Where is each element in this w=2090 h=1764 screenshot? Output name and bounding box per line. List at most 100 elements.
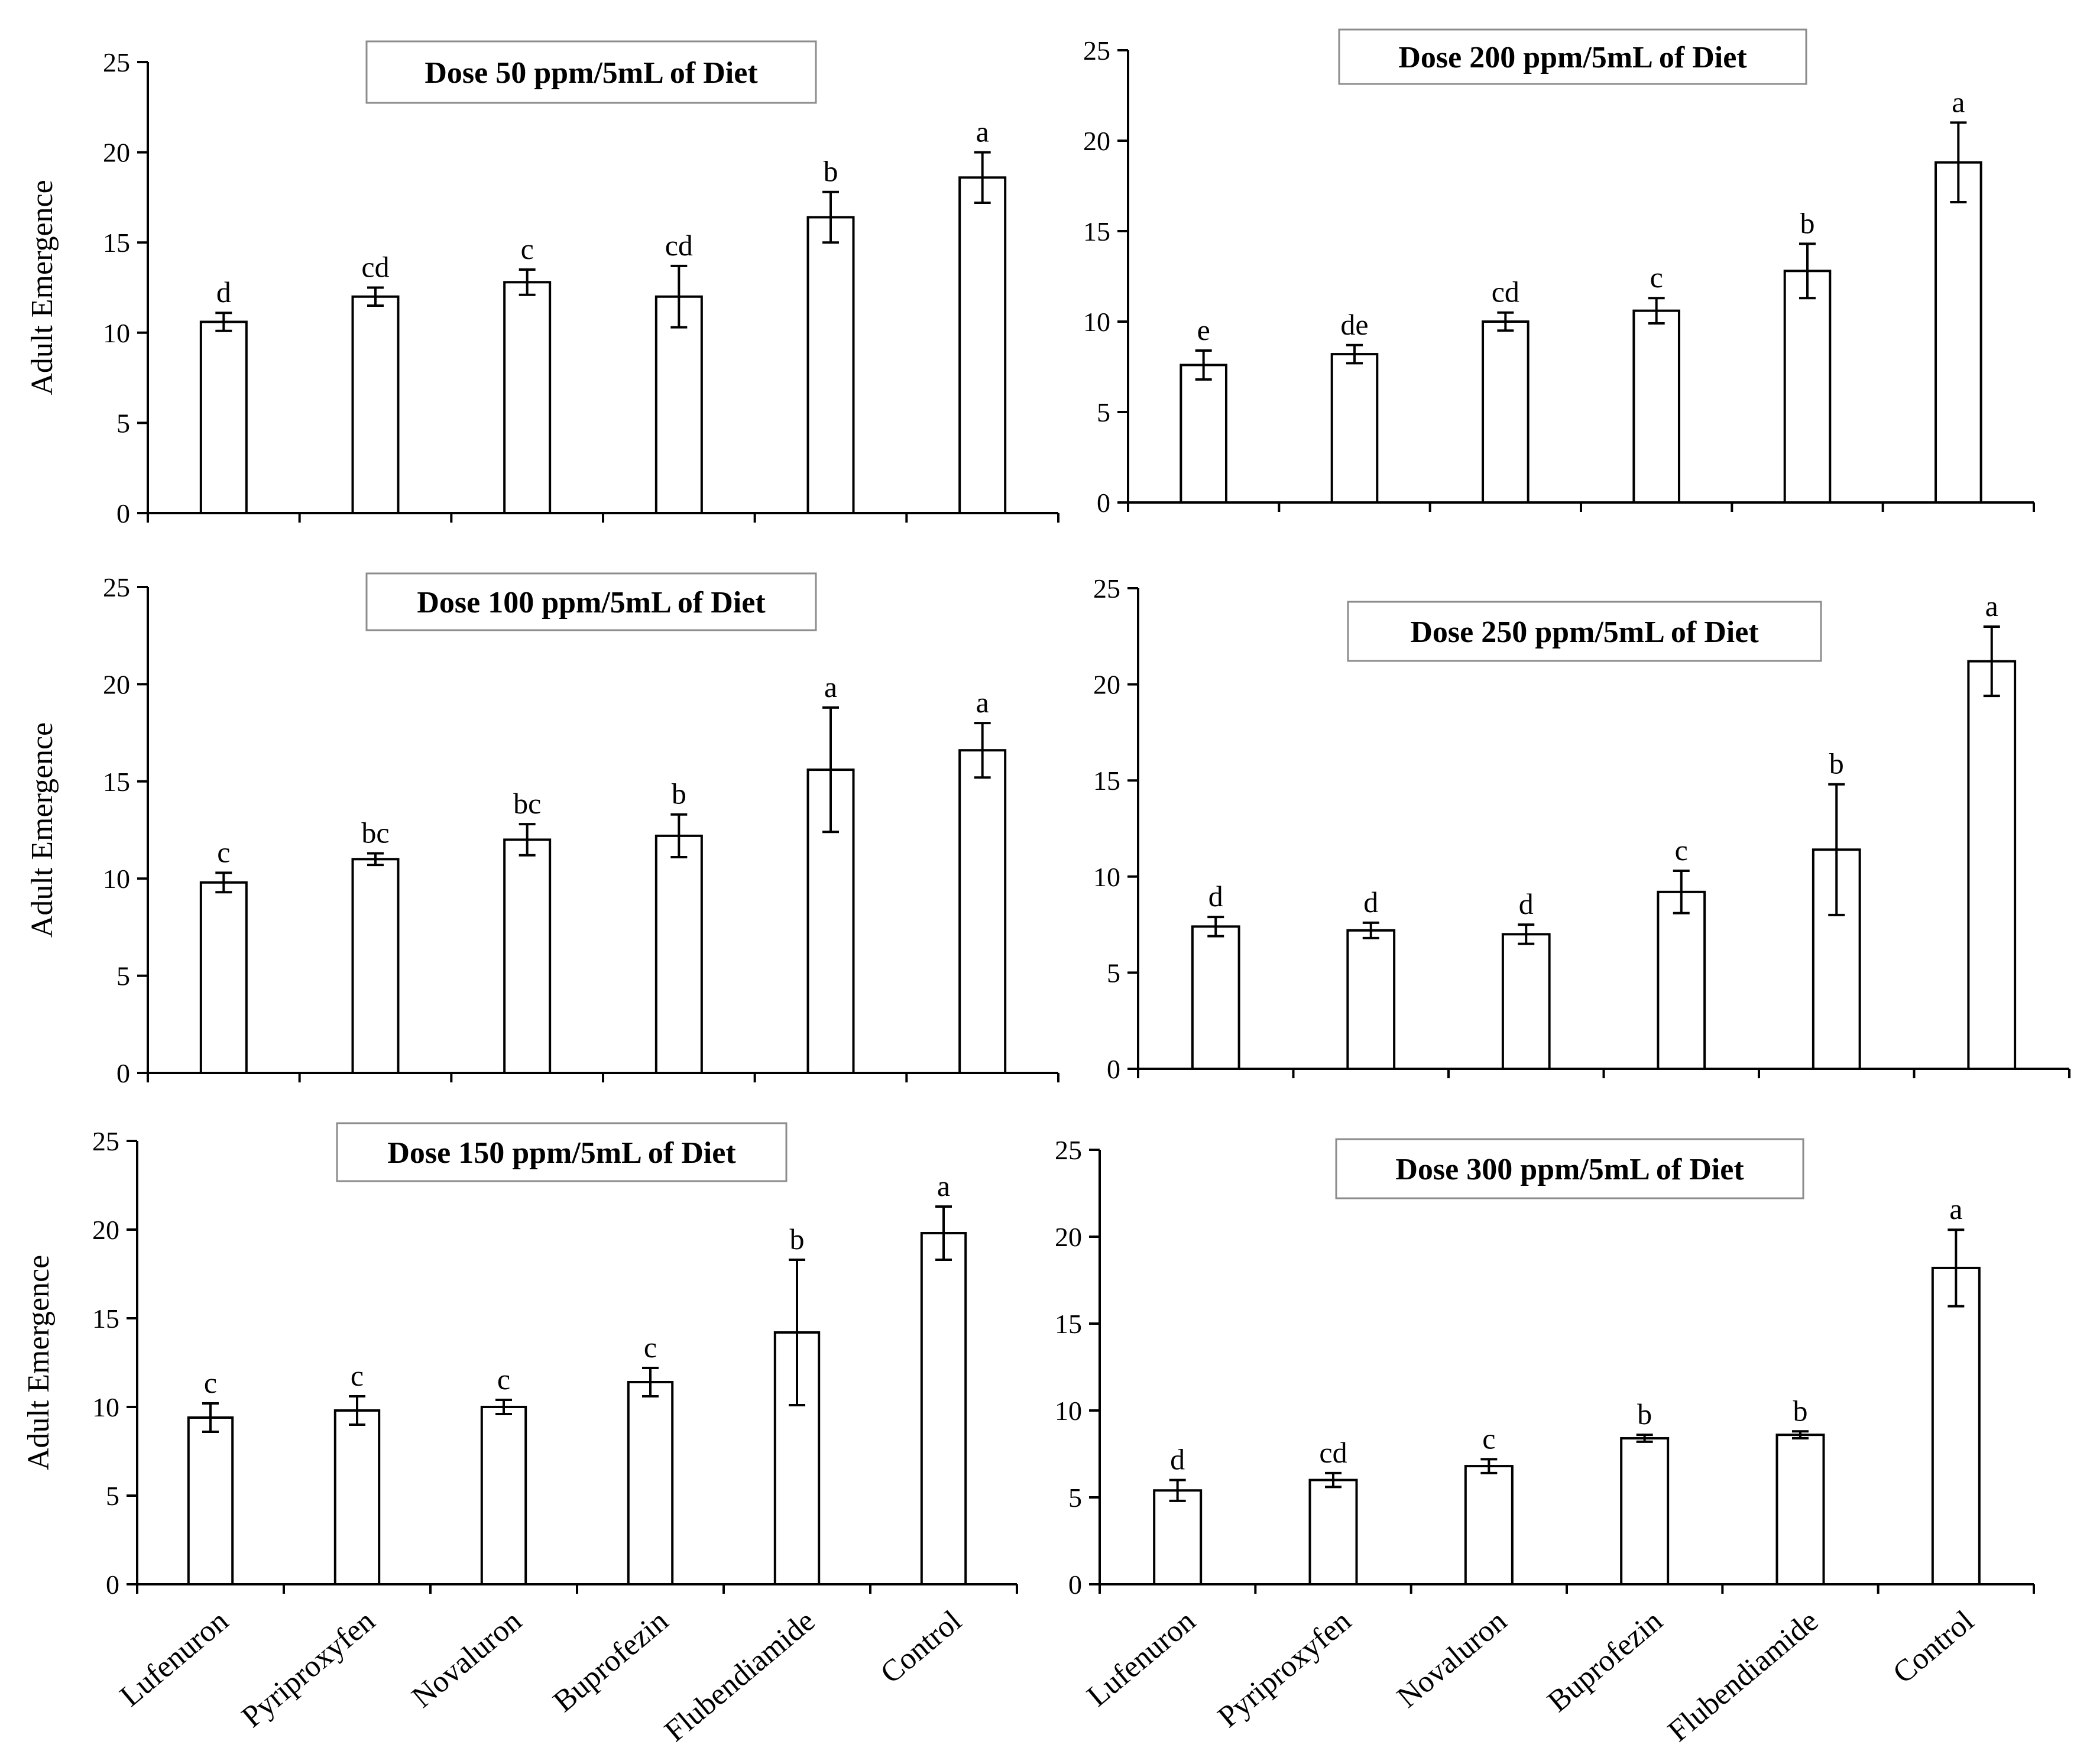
y-tick-label: 10 xyxy=(103,318,130,348)
title-box xyxy=(365,40,817,104)
bar-control xyxy=(1967,660,2017,1071)
bar-buprofezin xyxy=(1632,309,1680,504)
bar-control xyxy=(1931,1266,1981,1585)
significance-letter: a xyxy=(937,1169,950,1202)
y-tick-label: 5 xyxy=(116,408,130,438)
significance-letter: a xyxy=(976,115,989,148)
significance-letter: b xyxy=(1637,1397,1652,1431)
y-tick-label: 25 xyxy=(92,1126,119,1156)
chart-panel-4: 0 5 10 15 20 25 d d d c b a Dose 250 ppm/5mL of Diet xyxy=(1093,573,2070,1084)
significance-letter: de xyxy=(1340,308,1368,341)
y-tick-label: 5 xyxy=(1068,1483,1082,1513)
y-tick-label: 0 xyxy=(1107,1054,1120,1084)
chart-panel-5: 0 5 10 15 20 25 Adult Emergence c Lufenuron c Pyri… xyxy=(22,1122,1018,1749)
significance-letter: c xyxy=(1650,261,1663,294)
y-tick-label: 25 xyxy=(1093,573,1120,604)
y-axis-label: Adult Emergence xyxy=(25,180,59,395)
chart-title: Dose 150 ppm/5mL of Diet xyxy=(336,1122,788,1182)
chart-title: Dose 300 ppm/5mL of Diet xyxy=(1335,1138,1804,1199)
y-tick-label: 15 xyxy=(1093,766,1120,796)
y-tick-label: 25 xyxy=(1055,1135,1082,1165)
y-tick-label: 0 xyxy=(1068,1570,1082,1600)
significance-letter: cd xyxy=(1492,275,1519,309)
x-category-label: Control xyxy=(1887,1604,1980,1690)
y-tick-label: 10 xyxy=(103,864,130,894)
y-tick-label: 10 xyxy=(1055,1396,1082,1426)
y-axis-label: Adult Emergence xyxy=(25,722,59,938)
bar-control xyxy=(958,176,1007,514)
bar-lufenuron xyxy=(199,320,248,514)
bar-pyriproxyfen xyxy=(1346,929,1396,1070)
significance-letter: c xyxy=(1675,834,1688,867)
bar-novaluron xyxy=(1464,1465,1514,1586)
y-tick-label: 15 xyxy=(103,228,130,258)
title-box xyxy=(365,572,817,631)
significance-letter: c xyxy=(351,1359,364,1392)
significance-letter: b xyxy=(1829,747,1844,780)
bar-novaluron xyxy=(1501,933,1551,1070)
y-tick-label: 15 xyxy=(1055,1309,1082,1339)
x-category-label: Lufenuron xyxy=(114,1604,235,1713)
title-box xyxy=(1335,1138,1804,1199)
bar-lufenuron xyxy=(1180,364,1227,504)
y-tick-label: 5 xyxy=(1107,958,1120,988)
chart-title: Dose 100 ppm/5mL of Diet xyxy=(365,572,817,631)
x-category-label: Control xyxy=(874,1604,968,1690)
y-tick-label: 15 xyxy=(103,767,130,797)
bar-buprofezin xyxy=(654,295,703,514)
bar-novaluron xyxy=(503,838,552,1074)
title-box xyxy=(336,1122,788,1182)
bar-control xyxy=(1935,161,1982,504)
significance-letter: bc xyxy=(361,816,389,849)
significance-letter: a xyxy=(1949,1192,1962,1225)
x-category-label: Flubendiamide xyxy=(1662,1604,1825,1748)
x-category-label: Pyriproxyfen xyxy=(235,1604,381,1734)
chart-title: Dose 250 ppm/5mL of Diet xyxy=(1347,601,1822,662)
y-tick-label: 5 xyxy=(1097,397,1110,427)
y-axis-label: Adult Emergence xyxy=(22,1255,56,1470)
bar-lufenuron xyxy=(1153,1489,1203,1585)
bar-flubendiamide xyxy=(1775,1434,1825,1585)
significance-letter: a xyxy=(976,686,989,719)
y-tick-label: 20 xyxy=(103,138,130,168)
bar-lufenuron xyxy=(1191,925,1240,1071)
bar-lufenuron xyxy=(187,1416,234,1585)
significance-letter: b xyxy=(824,155,838,188)
y-tick-label: 10 xyxy=(1093,862,1120,892)
bar-pyriproxyfen xyxy=(351,858,400,1074)
significance-letter: d xyxy=(216,275,231,309)
bar-pyriproxyfen xyxy=(1330,353,1379,504)
significance-letter: a xyxy=(1985,589,1998,622)
significance-letter: a xyxy=(824,670,837,703)
significance-letter: c xyxy=(644,1331,657,1364)
chart-panel-6: 0 5 10 15 20 25 d Lufenuron cd Pyriproxyfen c Noval… xyxy=(1055,1135,2035,1749)
significance-letter: c xyxy=(204,1366,217,1399)
title-box xyxy=(1338,28,1807,85)
x-category-label: Pyriproxyfen xyxy=(1211,1604,1357,1734)
bar-novaluron xyxy=(480,1406,527,1585)
title-text: Dose 300 ppm/5mL of Diet xyxy=(1395,1153,1744,1186)
bar-novaluron xyxy=(503,281,552,514)
significance-letter: d xyxy=(1519,887,1534,920)
x-category-label: Lufenuron xyxy=(1081,1604,1202,1713)
x-category-label: Novaluron xyxy=(1391,1604,1513,1714)
y-tick-label: 10 xyxy=(1083,307,1110,337)
y-tick-label: 25 xyxy=(103,572,130,602)
title-text: Dose 100 ppm/5mL of Diet xyxy=(417,586,766,620)
bar-flubendiamide xyxy=(1783,270,1832,504)
bar-flubendiamide xyxy=(806,216,855,514)
chart-title: Dose 50 ppm/5mL of Diet xyxy=(365,40,817,104)
title-box xyxy=(1347,601,1822,662)
significance-letter: cd xyxy=(665,229,693,262)
bar-buprofezin xyxy=(627,1381,674,1585)
significance-letter: c xyxy=(497,1363,510,1396)
y-tick-label: 0 xyxy=(116,498,130,528)
significance-letter: b xyxy=(1800,206,1815,239)
significance-letter: b xyxy=(672,777,686,810)
bar-control xyxy=(958,749,1007,1074)
significance-letter: cd xyxy=(1319,1436,1347,1469)
y-tick-label: 20 xyxy=(1093,670,1120,700)
significance-letter: b xyxy=(1793,1394,1808,1427)
bar-lufenuron xyxy=(199,881,248,1074)
bar-pyriproxyfen xyxy=(1308,1478,1358,1586)
